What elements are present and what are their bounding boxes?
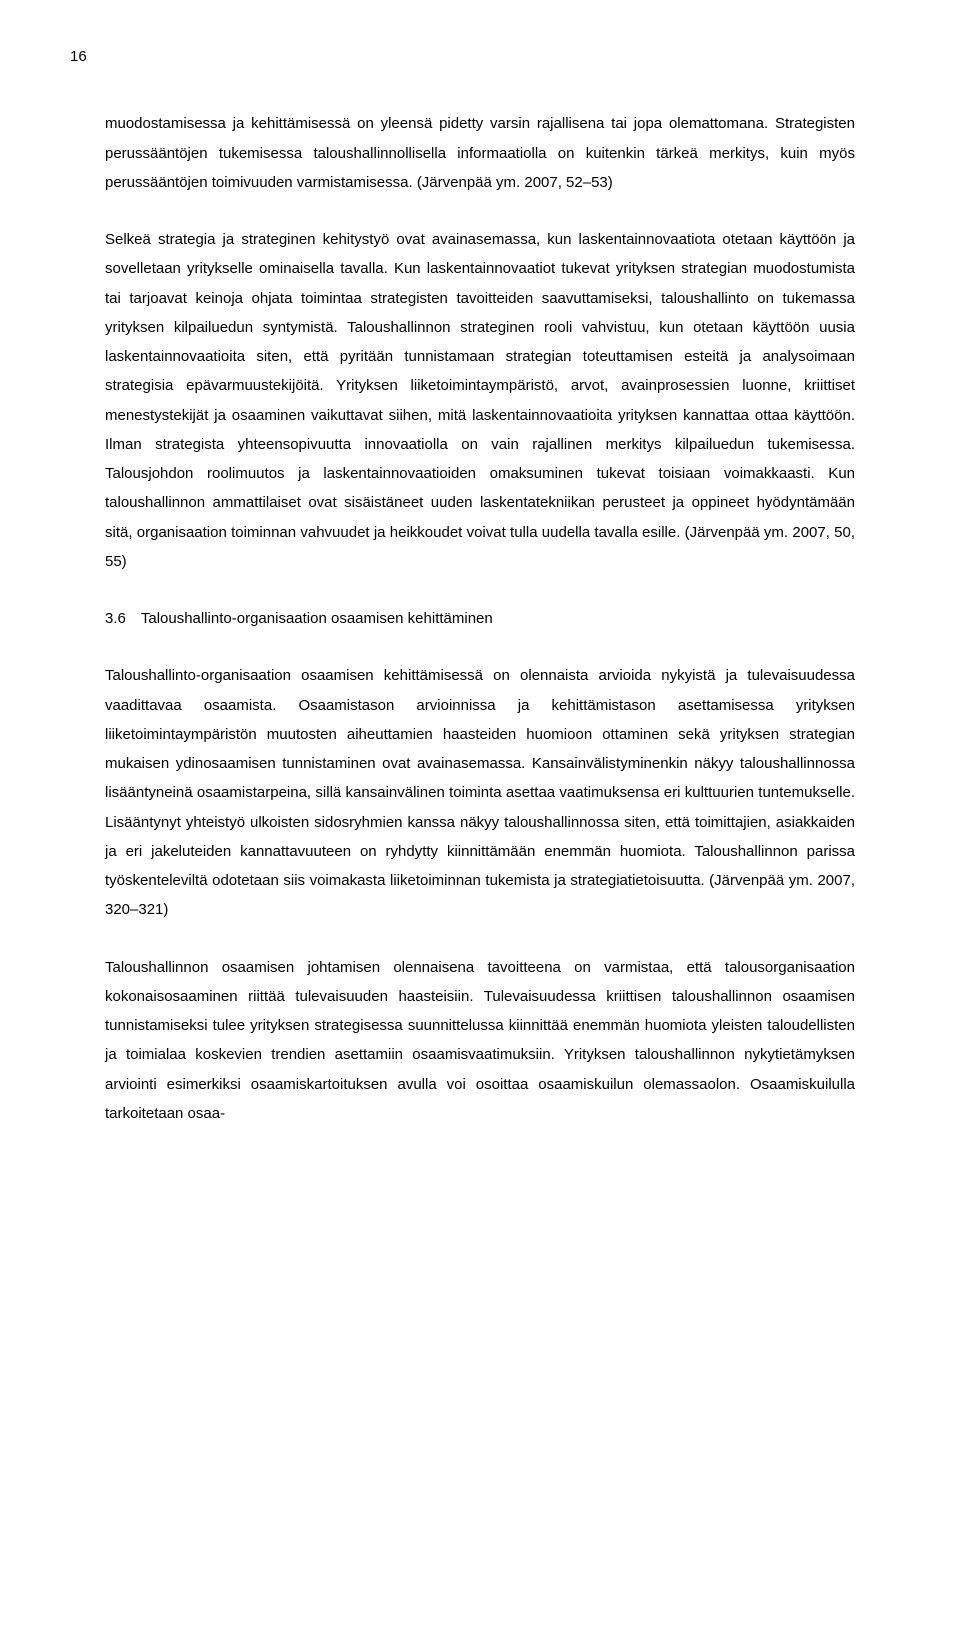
paragraph-3: Taloushallinto-organisaation osaamisen k… <box>105 661 855 924</box>
document-page: 16 muodostamisessa ja kehittämisessä on … <box>0 0 960 1206</box>
section-heading: 3.6 Taloushallinto-organisaation osaamis… <box>105 604 855 633</box>
paragraph-4: Taloushallinnon osaamisen johtamisen ole… <box>105 953 855 1129</box>
paragraph-2: Selkeä strategia ja strateginen kehityst… <box>105 225 855 576</box>
page-number: 16 <box>70 42 855 71</box>
paragraph-1: muodostamisessa ja kehittämisessä on yle… <box>105 109 855 197</box>
